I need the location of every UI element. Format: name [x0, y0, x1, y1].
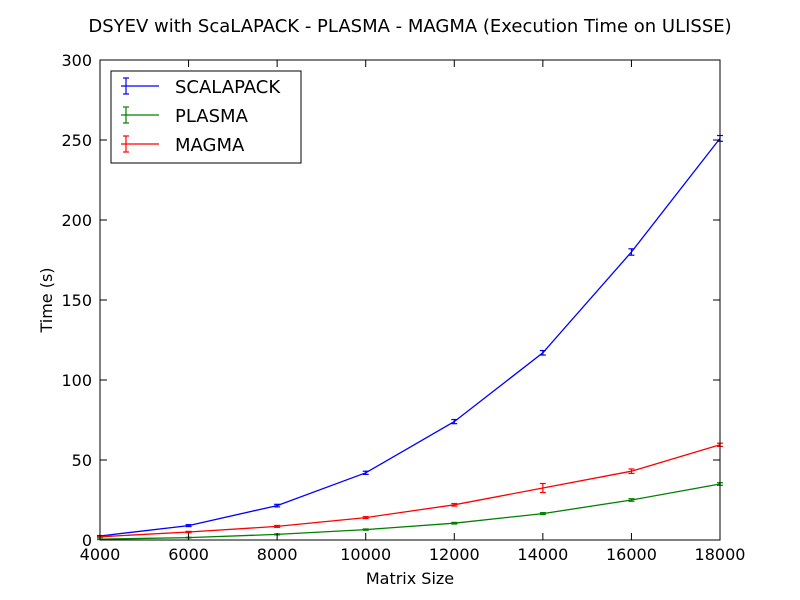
- series-line: [99, 444, 721, 538]
- x-tick-label: 4000: [80, 545, 121, 564]
- series-line: [99, 138, 721, 537]
- error-bar: [451, 521, 458, 525]
- legend: SCALAPACK PLASMA MAGMA: [110, 70, 302, 164]
- x-tick-label: 14000: [517, 545, 568, 564]
- error-bar: [362, 516, 369, 520]
- x-tick-label: 18000: [695, 545, 746, 564]
- error-bar: [362, 528, 369, 531]
- axis-ticks: 4000 6000 8000 10000 12000 14000 16000 18000 0 50…: [61, 51, 745, 564]
- y-tick-label: 150: [61, 291, 92, 310]
- y-tick-label: 50: [72, 451, 92, 470]
- error-bar: [539, 482, 546, 494]
- error-bar: [451, 418, 458, 425]
- error-bar: [274, 503, 281, 508]
- error-bar: [539, 512, 546, 516]
- legend-entry-scalapack: SCALAPACK: [121, 77, 281, 98]
- series-magma: [97, 442, 723, 538]
- error-bar: [539, 349, 546, 356]
- x-tick-label: 6000: [168, 545, 209, 564]
- error-bar: [185, 524, 192, 528]
- x-tick-label: 12000: [429, 545, 480, 564]
- y-tick-label: 0: [82, 531, 92, 550]
- y-axis-label: Time (s): [37, 267, 56, 333]
- error-bar: [628, 248, 635, 256]
- error-bar: [362, 470, 369, 475]
- plot-content: [97, 134, 723, 541]
- error-bar: [451, 502, 458, 507]
- y-tick-label: 200: [61, 211, 92, 230]
- x-axis-label: Matrix Size: [366, 569, 454, 588]
- error-bar: [274, 524, 281, 528]
- x-tick-label: 16000: [606, 545, 657, 564]
- x-tick-label: 10000: [340, 545, 391, 564]
- legend-entry-plasma: PLASMA: [121, 106, 249, 127]
- error-bar: [628, 468, 635, 475]
- legend-label: PLASMA: [175, 106, 249, 127]
- series-scalapack: [97, 134, 723, 538]
- legend-label: MAGMA: [175, 135, 245, 156]
- x-tick-label: 8000: [257, 545, 298, 564]
- legend-label: SCALAPACK: [175, 77, 281, 98]
- y-tick-label: 250: [61, 131, 92, 150]
- y-tick-label: 100: [61, 371, 92, 390]
- error-bar: [628, 498, 635, 502]
- series-line: [99, 483, 721, 540]
- y-tick-label: 300: [61, 51, 92, 70]
- legend-entry-magma: MAGMA: [121, 135, 245, 156]
- chart-title: DSYEV with ScaLAPACK - PLASMA - MAGMA (E…: [88, 16, 731, 37]
- error-bar: [185, 530, 192, 534]
